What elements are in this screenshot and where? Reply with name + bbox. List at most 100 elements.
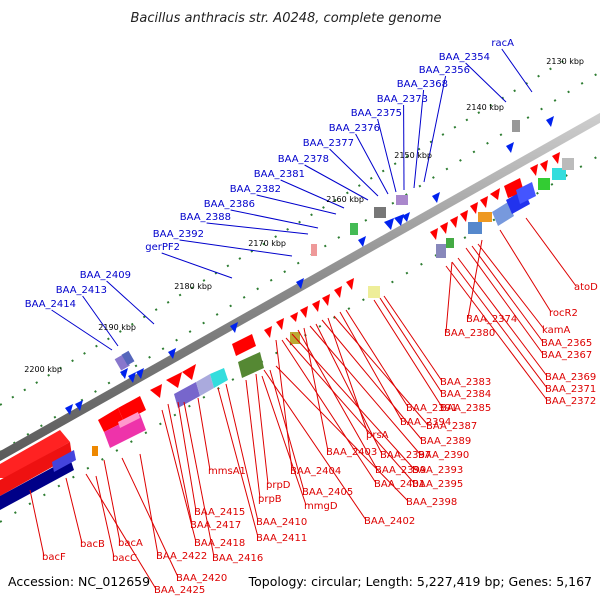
forward-gene-label: BAA_2377 xyxy=(303,138,354,149)
reverse-gene-label: atoD xyxy=(574,282,598,293)
forward-leader-line xyxy=(230,209,319,229)
genome-summary-text: Topology: circular; Length: 5,227,419 bp… xyxy=(248,574,592,589)
reverse-strand-block-left xyxy=(0,430,76,510)
reverse-gene-label: BAA_2415 xyxy=(194,507,245,518)
reverse-leader-line xyxy=(275,365,409,502)
reverse-gene-label: BAA_2397 xyxy=(380,450,431,461)
reverse-gene-label: BAA_2369 xyxy=(545,372,596,383)
forward-gene-label: BAA_2376 xyxy=(329,123,380,134)
forward-leader-line xyxy=(206,222,309,235)
forward-leader-line xyxy=(377,118,397,193)
forward-gene-label: racA xyxy=(491,38,514,49)
reverse-leader-line xyxy=(525,217,577,287)
reverse-gene-label: prpB xyxy=(258,494,282,505)
reverse-leader-line xyxy=(177,401,197,512)
forward-leader-line xyxy=(501,48,533,93)
reverse-leader-line xyxy=(297,329,378,470)
reverse-gene-label: BAA_2411 xyxy=(256,533,307,544)
reverse-gene-label: BAA_2405 xyxy=(302,487,353,498)
forward-gene-label: BAA_2375 xyxy=(351,108,402,119)
forward-gene-label: BAA_2356 xyxy=(419,65,470,76)
reverse-gene-label: BAA_2399 xyxy=(375,465,426,476)
reverse-gene-label: bacB xyxy=(80,539,105,550)
reverse-gene-label: BAA_2385 xyxy=(440,403,491,414)
forward-gene-label: BAA_2388 xyxy=(180,212,231,223)
forward-leader-line xyxy=(256,194,337,215)
forward-leader-line xyxy=(355,133,389,195)
reverse-leader-line xyxy=(121,457,179,578)
reverse-gene-label: rocR2 xyxy=(549,308,578,319)
forward-leader-line xyxy=(179,239,293,257)
reverse-colored-blocks xyxy=(92,158,574,456)
reverse-leader-line xyxy=(275,339,293,471)
reverse-gene-label: mmgD xyxy=(304,501,338,512)
reverse-gene-label: BAA_2384 xyxy=(440,389,491,400)
reverse-gene-label: bacF xyxy=(42,552,66,563)
reverse-gene-label: BAA_2398 xyxy=(406,497,457,508)
reverse-strand-features xyxy=(98,152,560,432)
reverse-leader-line xyxy=(477,243,545,330)
tick-label: 2180 kbp xyxy=(174,282,212,291)
reverse-gene-label: BAA_2420 xyxy=(176,573,227,584)
forward-leader-line xyxy=(161,252,233,279)
reverse-leader-line xyxy=(197,397,211,471)
reverse-leader-line xyxy=(183,401,215,558)
forward-gene-label: BAA_2382 xyxy=(230,184,281,195)
reverse-leader-line xyxy=(217,387,259,538)
reverse-gene-label: BAA_2389 xyxy=(420,436,471,447)
forward-strand-features xyxy=(65,116,554,415)
reverse-gene-label: BAA_2380 xyxy=(444,328,495,339)
tick-label: 2140 kbp xyxy=(466,103,504,112)
forward-leader-line xyxy=(51,309,113,351)
tick-labels: 2130 kbp 2140 kbp 2150 kbp 2160 kbp 2170 kbp… xyxy=(24,57,584,374)
forward-leader-line xyxy=(280,179,345,209)
reverse-leader-line xyxy=(281,339,377,484)
reverse-leader-line xyxy=(161,409,197,543)
forward-gene-label: BAA_2373 xyxy=(377,94,428,105)
tick-label: 2130 kbp xyxy=(546,57,584,66)
reverse-gene-label: BAA_2425 xyxy=(154,585,205,596)
reverse-leader-line xyxy=(327,317,369,435)
forward-leader-line xyxy=(106,280,155,325)
reverse-leader-line xyxy=(65,477,83,544)
forward-leader-line xyxy=(329,148,379,197)
reverse-gene-label: prsA xyxy=(366,430,389,441)
reverse-leader-line xyxy=(383,295,443,382)
reverse-leader-line xyxy=(345,309,409,408)
reverse-gene-label: BAA_2393 xyxy=(412,465,463,476)
forward-leader-line xyxy=(413,89,425,189)
reverse-gene-label: kamA xyxy=(542,325,570,336)
label-leader-lines xyxy=(29,48,577,590)
reverse-gene-label: BAA_2416 xyxy=(212,553,263,564)
reverse-leader-line xyxy=(321,319,423,441)
tick-label: 2170 kbp xyxy=(248,239,286,248)
forward-leader-line xyxy=(82,295,119,347)
reverse-leader-line xyxy=(379,297,443,394)
tick-track-mid xyxy=(0,71,600,453)
reverse-leader-line xyxy=(451,261,548,389)
reverse-gene-label: BAA_2387 xyxy=(426,421,477,432)
forward-gene-label: BAA_2409 xyxy=(80,270,131,281)
reverse-leader-line xyxy=(225,383,259,522)
reverse-leader-line xyxy=(285,337,415,484)
reverse-gene-label: BAA_2394 xyxy=(400,417,451,428)
forward-colored-blocks xyxy=(114,120,520,371)
reverse-gene-label: mmsA1 xyxy=(208,466,246,477)
reverse-leader-line xyxy=(445,261,453,333)
reverse-leader-line xyxy=(255,373,269,485)
reverse-gene-label: bacC xyxy=(112,553,137,564)
reverse-leader-line xyxy=(333,315,429,426)
reverse-gene-label: BAA_2403 xyxy=(326,447,377,458)
forward-gene-label: BAA_2413 xyxy=(56,285,107,296)
forward-leader-line xyxy=(423,75,447,183)
reverse-gene-label: BAA_2367 xyxy=(541,350,592,361)
reverse-leader-line xyxy=(373,299,443,408)
reverse-leader-line xyxy=(457,257,548,377)
tick-label: 2200 kbp xyxy=(24,365,62,374)
reverse-gene-label: BAA_2383 xyxy=(440,377,491,388)
reverse-gene-label: BAA_2371 xyxy=(545,384,596,395)
